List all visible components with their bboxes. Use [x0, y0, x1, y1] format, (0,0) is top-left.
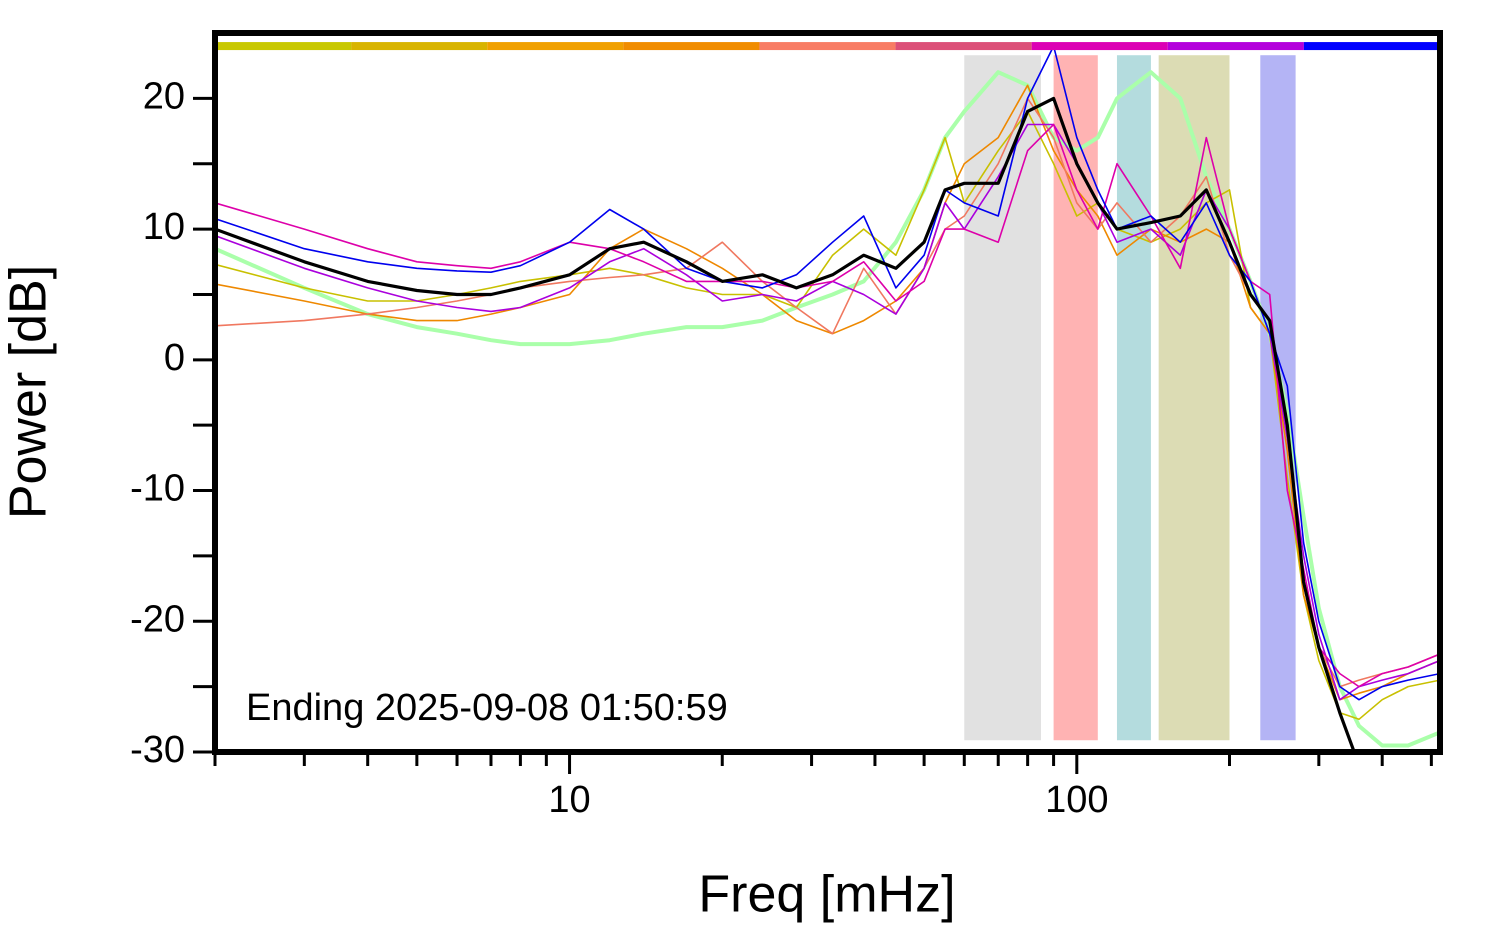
color-bar-segment	[759, 42, 896, 51]
y-axis-label: Power [dB]	[0, 265, 58, 519]
band	[1053, 55, 1098, 741]
series-line	[215, 96, 1356, 752]
y-tick-label: 20	[143, 75, 185, 117]
bands	[964, 55, 1296, 741]
color-bar-segment	[351, 42, 488, 51]
series-line	[215, 70, 1440, 748]
y-tick-label: -20	[130, 598, 185, 640]
band	[1158, 55, 1230, 741]
color-bar-segment	[1303, 42, 1440, 51]
series-line	[215, 45, 1440, 701]
series-line	[215, 110, 1440, 721]
x-tick-label: 100	[1045, 779, 1108, 821]
color-bar-segment	[1031, 42, 1168, 51]
lines	[215, 45, 1440, 752]
series-line	[215, 84, 1440, 701]
y-tick-label: 0	[164, 337, 185, 379]
y-tick-label: -10	[130, 468, 185, 510]
band	[964, 55, 1042, 741]
plot-frame	[212, 30, 1443, 755]
x-axis-label: Freq [mHz]	[698, 866, 955, 924]
series-line	[215, 123, 1440, 701]
band	[1116, 55, 1151, 741]
axes: -30 -20 -10 0 10 20 10 100	[130, 30, 1443, 821]
color-bar-segment	[215, 42, 352, 51]
series-line	[215, 123, 1440, 688]
x-tick-label: 10	[548, 779, 590, 821]
annotation: Ending 2025-09-08 01:50:59	[246, 687, 728, 729]
y-tick-label: -30	[130, 729, 185, 771]
y-tick-label: 10	[143, 206, 185, 248]
color-bar-segment	[895, 42, 1032, 51]
color-bar-segment	[1167, 42, 1304, 51]
color-bar-segment	[487, 42, 624, 51]
series-line	[215, 97, 1440, 688]
color-bar-segment	[623, 42, 760, 51]
